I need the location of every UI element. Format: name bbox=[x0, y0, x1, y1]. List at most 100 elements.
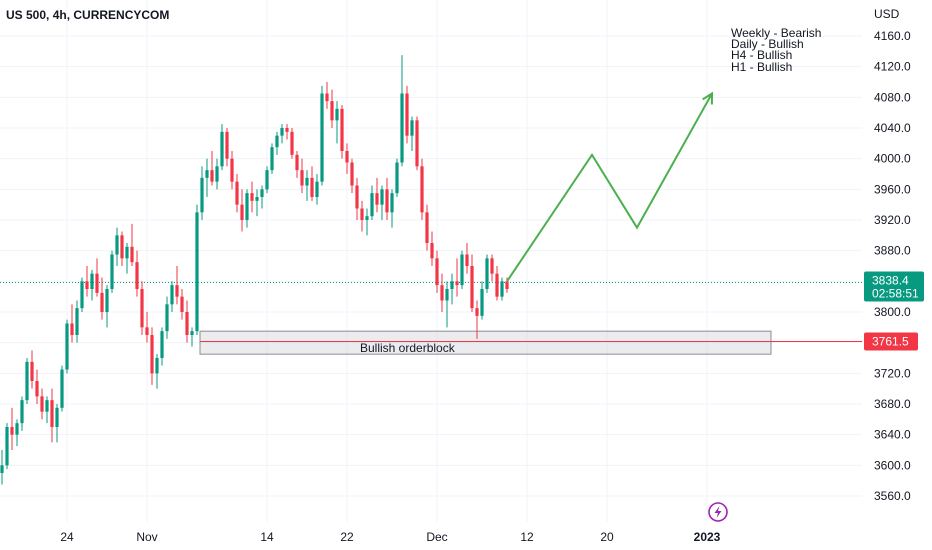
candle-body bbox=[210, 170, 214, 182]
candle-body bbox=[490, 258, 494, 274]
candle-body bbox=[80, 281, 84, 309]
y-tick-label: 4000.0 bbox=[874, 152, 911, 166]
candle-body bbox=[295, 154, 299, 171]
candle bbox=[480, 281, 484, 320]
candle-body bbox=[65, 323, 69, 370]
candle bbox=[365, 208, 369, 236]
orderblock-label: Bullish orderblock bbox=[360, 341, 456, 355]
x-axis: 24 Nov 14 22 Dec 12 20 2023 bbox=[60, 530, 720, 544]
candle-body bbox=[450, 281, 454, 289]
candle-body bbox=[170, 285, 174, 305]
candle bbox=[265, 166, 269, 194]
candlestick-series bbox=[0, 55, 509, 485]
candle-body bbox=[5, 427, 9, 466]
candle bbox=[305, 170, 309, 201]
y-tick-label: 4160.0 bbox=[874, 29, 911, 43]
candle-body bbox=[405, 93, 409, 136]
candle bbox=[185, 300, 189, 343]
candle-body bbox=[305, 177, 309, 186]
candle bbox=[190, 327, 194, 347]
level-price-tag: 3761.5 bbox=[864, 332, 918, 351]
candle-body bbox=[475, 308, 479, 316]
candle-body bbox=[310, 177, 314, 197]
candle bbox=[370, 185, 374, 220]
projection-line[interactable] bbox=[506, 93, 713, 282]
candle bbox=[80, 277, 84, 312]
candle-body bbox=[360, 208, 364, 220]
candle bbox=[275, 131, 279, 155]
candle bbox=[195, 204, 199, 335]
y-tick-label: 3960.0 bbox=[874, 182, 911, 196]
candle bbox=[375, 177, 379, 213]
candle bbox=[440, 273, 444, 312]
candle-body bbox=[20, 400, 24, 424]
currency-label: USD bbox=[874, 7, 900, 21]
candle bbox=[260, 185, 264, 209]
candle-body bbox=[150, 335, 154, 374]
candle bbox=[25, 358, 29, 404]
candle-body bbox=[205, 170, 209, 178]
candle bbox=[205, 158, 209, 197]
x-tick-label: 24 bbox=[60, 530, 74, 544]
candle-body bbox=[105, 289, 109, 312]
candle bbox=[75, 300, 79, 343]
candle bbox=[400, 55, 404, 167]
candle-body bbox=[470, 266, 474, 309]
candle bbox=[170, 281, 174, 312]
candle-body bbox=[425, 212, 429, 243]
candle-body bbox=[345, 151, 349, 163]
candle-body bbox=[270, 147, 274, 171]
last-price-value: 3838.4 bbox=[872, 274, 909, 288]
candle-body bbox=[250, 193, 254, 201]
candle bbox=[105, 285, 109, 328]
projection-arrowhead bbox=[702, 91, 714, 105]
candle-body bbox=[300, 170, 304, 186]
candle bbox=[155, 354, 159, 389]
candle-body bbox=[260, 189, 264, 197]
candle-body bbox=[365, 216, 369, 220]
candle-body bbox=[90, 273, 94, 289]
lightning-icon[interactable] bbox=[708, 502, 728, 522]
candle-body bbox=[440, 285, 444, 301]
candle bbox=[50, 388, 54, 443]
candle bbox=[490, 254, 494, 282]
candle bbox=[285, 124, 289, 140]
candle-body bbox=[445, 289, 449, 301]
candle bbox=[5, 423, 9, 470]
y-tick-label: 3800.0 bbox=[874, 305, 911, 319]
candle bbox=[180, 289, 184, 320]
candle bbox=[15, 419, 19, 447]
candle bbox=[160, 327, 164, 366]
candle bbox=[85, 266, 89, 297]
projection-arrow bbox=[506, 91, 714, 282]
last-price-tag: 3838.402:58:51 bbox=[864, 271, 924, 302]
candle-body bbox=[320, 93, 324, 182]
candle-body bbox=[165, 304, 169, 332]
candle bbox=[175, 266, 179, 305]
candle-body bbox=[85, 281, 89, 289]
bias-note-weekly: Weekly - Bearish bbox=[731, 26, 821, 40]
candle bbox=[355, 177, 359, 220]
candle-body bbox=[455, 281, 459, 286]
candle bbox=[45, 396, 49, 424]
candle-body bbox=[285, 128, 289, 132]
y-tick-label: 4120.0 bbox=[874, 60, 911, 74]
candle bbox=[230, 151, 234, 190]
candle-body bbox=[160, 331, 164, 358]
candle bbox=[340, 105, 344, 159]
candle bbox=[250, 181, 254, 213]
candle bbox=[145, 312, 149, 343]
candle bbox=[55, 404, 59, 443]
candle bbox=[425, 204, 429, 251]
candle-body bbox=[495, 273, 499, 297]
candle-body bbox=[430, 243, 434, 259]
y-axis: 3560.03600.03640.03680.03720.03760.03800… bbox=[874, 29, 911, 503]
candle-body bbox=[255, 197, 259, 201]
candle-body bbox=[180, 296, 184, 312]
candle-body bbox=[155, 358, 159, 374]
candle-body bbox=[35, 381, 39, 397]
orderblock-rect bbox=[199, 330, 772, 355]
candle bbox=[395, 158, 399, 197]
candle bbox=[235, 174, 239, 213]
